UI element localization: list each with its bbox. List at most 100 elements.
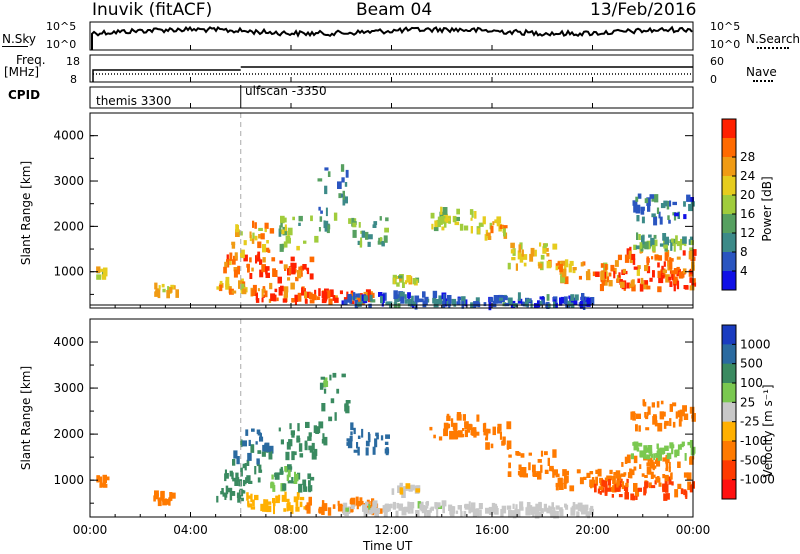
echo-cell bbox=[250, 493, 253, 503]
echo-cell bbox=[283, 294, 288, 303]
echo-cell bbox=[295, 506, 300, 512]
echo-cell bbox=[651, 256, 654, 260]
echo-cell bbox=[417, 501, 421, 509]
x-axis-title: Time UT bbox=[363, 539, 413, 553]
echo-cell bbox=[223, 266, 227, 274]
echo-cell bbox=[242, 463, 247, 469]
velocity-colorbar-tick-label-5: -100 bbox=[740, 434, 767, 448]
echo-cell bbox=[671, 274, 674, 281]
echo-cell bbox=[272, 498, 276, 504]
echo-cell bbox=[241, 490, 246, 494]
echo-cell bbox=[662, 269, 667, 274]
echo-cell bbox=[626, 454, 631, 464]
echo-cell bbox=[680, 488, 684, 495]
echo-cell bbox=[684, 285, 689, 290]
echo-cell bbox=[658, 482, 662, 487]
echo-cell bbox=[635, 496, 638, 500]
echo-cell bbox=[302, 264, 307, 270]
echo-cell bbox=[454, 221, 460, 226]
echo-cell bbox=[530, 300, 533, 308]
echo-cell bbox=[543, 243, 548, 247]
echo-cell bbox=[243, 240, 247, 246]
echo-cell bbox=[227, 487, 233, 493]
echo-cell bbox=[322, 291, 328, 300]
echo-cell bbox=[570, 294, 575, 301]
echo-cell bbox=[272, 501, 276, 507]
echo-cell bbox=[572, 269, 576, 274]
echo-cell bbox=[587, 511, 590, 519]
echo-cell bbox=[153, 495, 156, 502]
echo-cell bbox=[632, 258, 636, 265]
echo-cell bbox=[432, 297, 437, 304]
echo-cell bbox=[221, 488, 224, 494]
echo-cell bbox=[502, 436, 506, 445]
echo-cell bbox=[154, 282, 158, 290]
echo-cell bbox=[309, 256, 315, 263]
echo-cell bbox=[341, 373, 346, 378]
echo-cell bbox=[413, 301, 416, 306]
echo-cell bbox=[522, 254, 528, 260]
echo-cell bbox=[464, 299, 468, 307]
echo-cell bbox=[557, 478, 560, 486]
cpid-entry-1: themis 3300 bbox=[96, 94, 172, 108]
echo-cell bbox=[665, 463, 669, 470]
echo-cell bbox=[683, 413, 689, 420]
echo-cell bbox=[532, 471, 537, 477]
echo-cell bbox=[161, 490, 165, 499]
echo-cell bbox=[601, 480, 606, 488]
echo-cell bbox=[688, 204, 694, 212]
echo-cell bbox=[629, 246, 632, 254]
xtick-label-4: 16:00 bbox=[475, 523, 510, 537]
echo-cell bbox=[488, 508, 494, 515]
echo-cell bbox=[170, 492, 176, 499]
echo-cell bbox=[216, 286, 220, 290]
echo-cell bbox=[689, 247, 694, 251]
echo-cell bbox=[307, 436, 312, 441]
echo-cell bbox=[617, 275, 621, 283]
echo-cell bbox=[668, 461, 671, 468]
echo-cell bbox=[296, 492, 300, 500]
echo-cell bbox=[646, 411, 649, 417]
echo-cell bbox=[238, 280, 243, 289]
echo-cell bbox=[397, 485, 401, 493]
echo-cell bbox=[272, 268, 276, 277]
echo-cell bbox=[621, 481, 625, 490]
echo-cell bbox=[664, 252, 669, 261]
echo-cell bbox=[595, 271, 600, 277]
echo-cell bbox=[485, 433, 489, 440]
echo-cell bbox=[669, 281, 673, 287]
echo-cell bbox=[262, 244, 267, 253]
echo-cell bbox=[665, 484, 669, 493]
xtick-label-1: 04:00 bbox=[173, 523, 208, 537]
echo-cell bbox=[487, 235, 492, 240]
echo-cell bbox=[543, 245, 547, 249]
echo-cell bbox=[376, 435, 379, 440]
echo-cell bbox=[486, 428, 491, 434]
velocity-colorbar-segment-2 bbox=[722, 363, 736, 384]
echo-cell bbox=[632, 442, 637, 446]
echo-cell bbox=[379, 237, 383, 242]
echo-cell bbox=[299, 273, 303, 277]
echo-cell bbox=[643, 487, 646, 496]
echo-cell bbox=[240, 439, 243, 448]
echo-cell bbox=[644, 265, 649, 272]
power-colorbar-segment-5 bbox=[722, 214, 736, 234]
echo-cell bbox=[537, 459, 542, 463]
echo-cell bbox=[256, 429, 261, 435]
echo-cell bbox=[665, 467, 668, 472]
echo-cell bbox=[641, 473, 645, 477]
echo-cell bbox=[377, 508, 383, 514]
echo-cell bbox=[320, 376, 325, 380]
echo-cell bbox=[646, 197, 651, 206]
echo-cell bbox=[598, 486, 604, 491]
nsearch-dotted-key bbox=[757, 47, 789, 49]
echo-cell bbox=[643, 451, 647, 460]
echo-cell bbox=[633, 205, 637, 213]
echo-cell bbox=[440, 216, 446, 224]
echo-cell bbox=[349, 435, 353, 442]
echo-cell bbox=[343, 502, 348, 510]
echo-cell bbox=[644, 475, 648, 478]
echo-cell bbox=[246, 475, 251, 481]
echo-cell bbox=[375, 432, 379, 437]
echo-cell bbox=[374, 438, 378, 448]
